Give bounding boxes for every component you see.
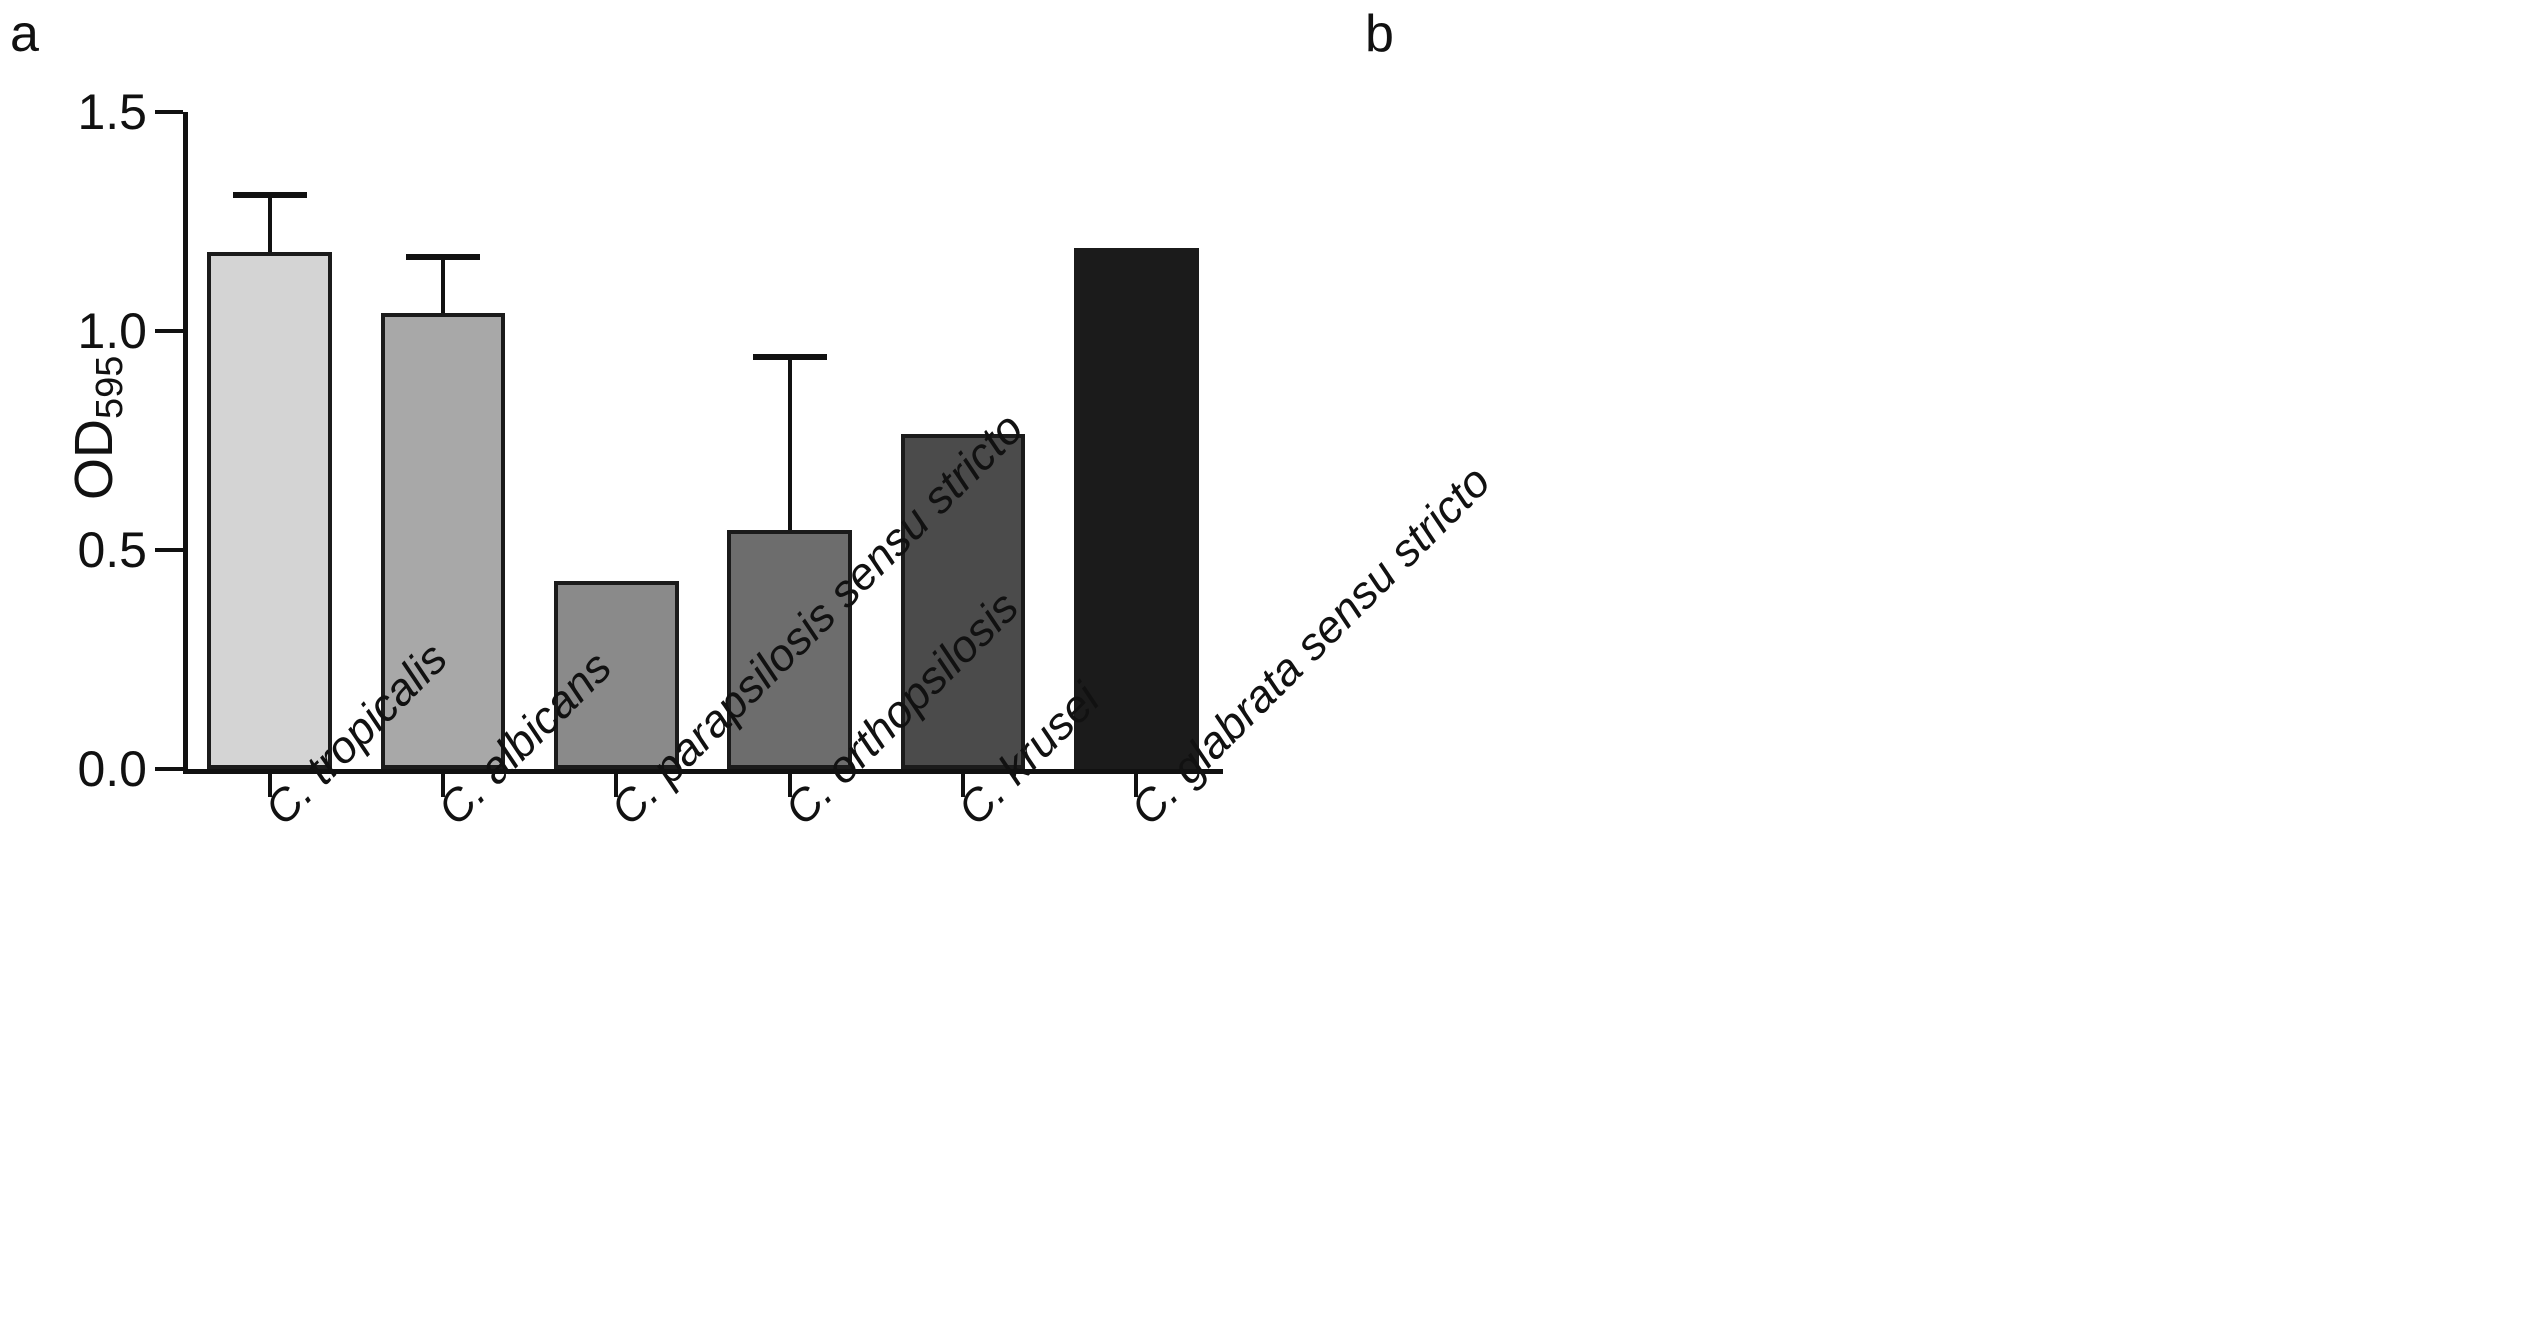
bar-group[interactable] — [727, 112, 853, 769]
bar-group[interactable] — [380, 112, 506, 769]
x-tick-mark — [441, 769, 445, 797]
category-label: C. tropicalis — [254, 632, 457, 835]
panel-a-category-labels: C. tropicalis C. albicans C. parapsilosis … — [254, 402, 1500, 835]
panel-b: b OD490 0.00.20.40.60.8 C. tropicalisC. … — [1270, 0, 2540, 1343]
y-tick-mark — [155, 329, 183, 333]
bar[interactable] — [900, 433, 1026, 769]
y-tick-label: 0.0 — [77, 741, 147, 797]
bar[interactable] — [727, 530, 853, 769]
y-tick-label: 0.5 — [77, 522, 147, 578]
y-tick-label: 1.0 — [77, 303, 147, 359]
category-label: C. albicans — [427, 641, 622, 835]
error-bar-cap — [752, 354, 827, 361]
x-tick-mark — [787, 769, 792, 797]
panel-a-bars — [183, 112, 1223, 769]
x-tick-mark — [267, 769, 272, 797]
bar[interactable] — [553, 580, 679, 769]
bar[interactable] — [380, 313, 506, 769]
panel-a-y-axis-line — [183, 112, 188, 769]
y-tick-mark — [155, 767, 183, 771]
bar-group[interactable] — [1073, 112, 1199, 769]
panel-a: a OD595 0.0 0.5 1.0 1.5 C. tropicalis C. alb… — [10, 5, 1500, 835]
error-bar-line — [787, 357, 792, 531]
x-tick-mark — [1134, 769, 1139, 797]
error-bar-cap — [232, 192, 307, 199]
y-tick-mark — [155, 110, 183, 114]
error-bar-cap — [405, 253, 480, 260]
bar-group[interactable] — [207, 112, 333, 769]
x-tick-mark — [614, 769, 619, 797]
panel-a-letter: a — [10, 5, 39, 63]
bar-group[interactable] — [553, 112, 679, 769]
error-bar-line — [440, 256, 445, 314]
y-tick-mark — [155, 548, 183, 552]
bar-group[interactable] — [900, 112, 1026, 769]
x-tick-mark — [961, 769, 965, 797]
error-bar-line — [267, 195, 272, 253]
panel-a-plot-area: 0.0 0.5 1.0 1.5 — [77, 87, 1223, 797]
category-label: C. krusei — [947, 673, 1110, 835]
y-tick-label: 1.5 — [77, 84, 147, 140]
bar[interactable] — [207, 252, 333, 769]
panel-a-x-axis-line — [183, 769, 1223, 774]
panel-b-letter: b — [1365, 5, 1394, 63]
bar[interactable] — [1073, 247, 1199, 769]
